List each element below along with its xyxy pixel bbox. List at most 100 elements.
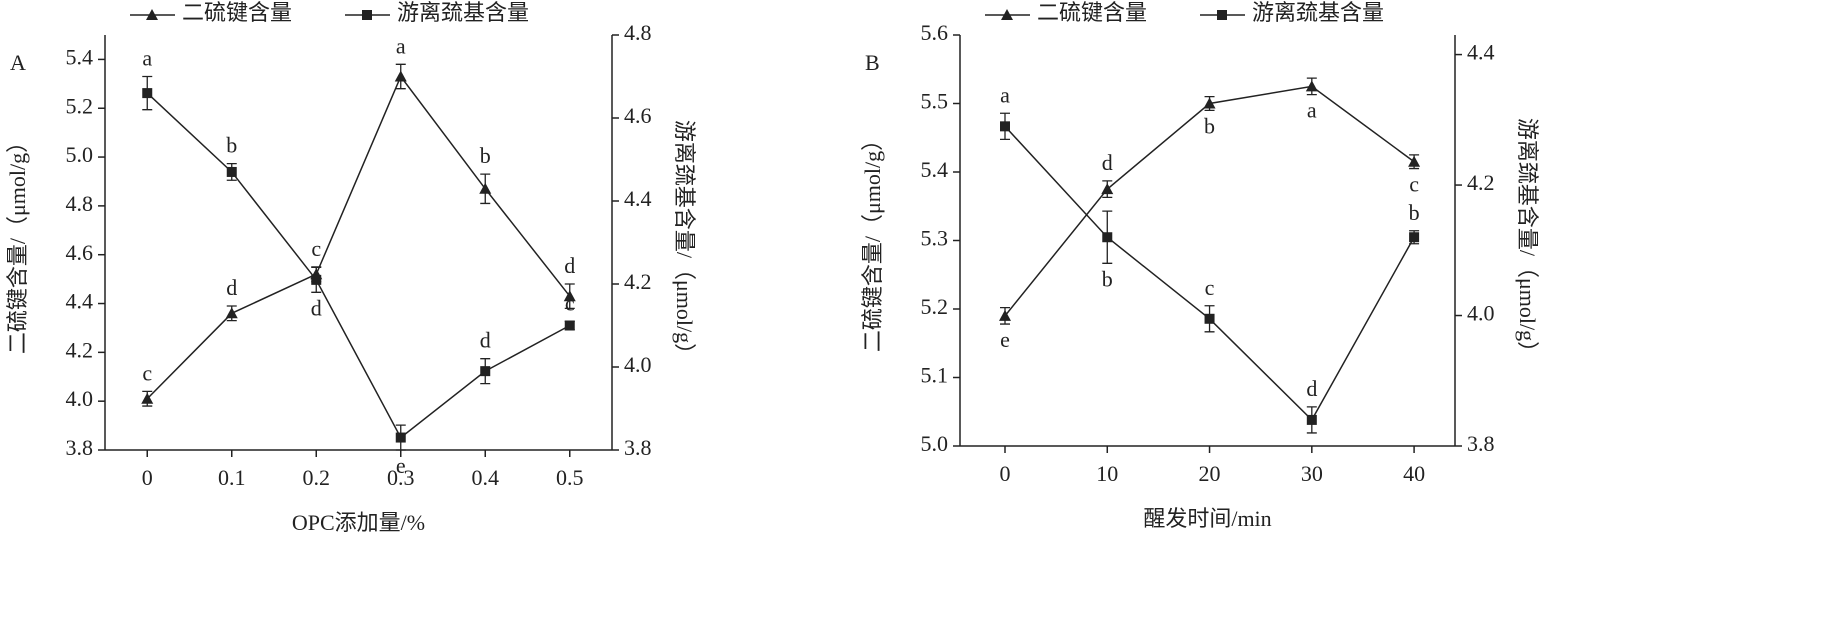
y2-axis-title: 游离巯基含量/（μmol/g） bbox=[1515, 118, 1540, 363]
y-axis-title: 二硫键含量/（μmol/g） bbox=[860, 129, 885, 352]
marker-triangle bbox=[1305, 80, 1318, 92]
significance-letter: b bbox=[480, 143, 491, 168]
significance-letter: d bbox=[480, 328, 491, 353]
marker-square bbox=[311, 274, 322, 285]
legend-marker bbox=[146, 9, 158, 20]
significance-letter: c bbox=[142, 360, 152, 385]
significance-letter: b bbox=[1102, 266, 1113, 291]
marker-square bbox=[1000, 121, 1010, 132]
y-tick-label: 4.8 bbox=[66, 191, 94, 216]
y-tick-label: 5.6 bbox=[921, 20, 949, 45]
y2-tick-label: 3.8 bbox=[624, 435, 652, 460]
y2-axis-title: 游离巯基含量/（μmol/g） bbox=[672, 120, 697, 365]
y-tick-label: 5.2 bbox=[66, 93, 94, 118]
x-tick-label: 0.2 bbox=[303, 465, 331, 490]
y-tick-label: 5.5 bbox=[921, 89, 949, 114]
legend-label: 二硫键含量 bbox=[1037, 0, 1147, 25]
x-axis-title: OPC添加量/% bbox=[292, 510, 425, 535]
marker-triangle bbox=[394, 70, 407, 82]
y-tick-label: 4.6 bbox=[66, 240, 94, 265]
x-tick-label: 0.3 bbox=[387, 465, 415, 490]
legend-label: 游离巯基含量 bbox=[397, 0, 529, 25]
y-tick-label: 5.0 bbox=[66, 142, 94, 167]
y2-tick-label: 4.4 bbox=[1467, 40, 1495, 65]
significance-letter: a bbox=[142, 46, 152, 71]
marker-triangle bbox=[1101, 183, 1114, 195]
significance-letter: e bbox=[1000, 327, 1010, 352]
x-tick-label: 0 bbox=[1000, 461, 1011, 486]
legend-marker bbox=[1001, 9, 1013, 20]
legend-marker bbox=[362, 10, 372, 20]
significance-letter: c bbox=[1409, 172, 1419, 197]
y-tick-label: 5.2 bbox=[921, 294, 949, 319]
legend-marker bbox=[1217, 10, 1227, 20]
significance-letter: c bbox=[565, 290, 575, 315]
significance-letter: a bbox=[396, 33, 406, 58]
y-tick-label: 3.8 bbox=[66, 435, 94, 460]
x-tick-label: 0.5 bbox=[556, 465, 584, 490]
significance-letter: a bbox=[1307, 98, 1317, 123]
y2-tick-label: 4.0 bbox=[624, 352, 652, 377]
marker-square bbox=[1102, 232, 1113, 243]
y-tick-label: 4.0 bbox=[66, 386, 94, 411]
legend-label: 游离巯基含量 bbox=[1252, 0, 1384, 25]
x-tick-label: 0.4 bbox=[472, 465, 500, 490]
x-tick-label: 0.1 bbox=[218, 465, 246, 490]
x-tick-label: 20 bbox=[1199, 461, 1221, 486]
significance-letter: b bbox=[226, 133, 237, 158]
y2-tick-label: 4.0 bbox=[1467, 301, 1495, 326]
significance-letter: b bbox=[1204, 113, 1215, 138]
marker-triangle bbox=[1203, 97, 1216, 109]
y-axis-title: 二硫键含量/（μmol/g） bbox=[5, 131, 30, 354]
significance-letter: c bbox=[1205, 275, 1215, 300]
marker-square bbox=[226, 166, 237, 177]
y2-tick-label: 3.8 bbox=[1467, 431, 1495, 456]
significance-letter: d bbox=[226, 275, 237, 300]
marker-square bbox=[480, 366, 491, 377]
marker-triangle bbox=[563, 290, 576, 302]
marker-triangle bbox=[479, 182, 492, 194]
significance-letter: c bbox=[311, 236, 321, 261]
marker-triangle bbox=[225, 307, 238, 319]
significance-letter: d bbox=[311, 295, 322, 320]
series-line bbox=[146, 75, 571, 400]
y-tick-label: 4.2 bbox=[66, 337, 94, 362]
x-tick-label: 0 bbox=[142, 465, 153, 490]
y-tick-label: 4.4 bbox=[66, 289, 94, 314]
y2-tick-label: 4.4 bbox=[624, 186, 652, 211]
y2-tick-label: 4.2 bbox=[1467, 170, 1495, 195]
x-tick-label: 10 bbox=[1096, 461, 1118, 486]
significance-letter: a bbox=[1000, 82, 1010, 107]
y2-tick-label: 4.8 bbox=[624, 20, 652, 45]
marker-square bbox=[564, 320, 575, 331]
y-tick-label: 5.1 bbox=[921, 363, 949, 388]
x-axis-title: 醒发时间/min bbox=[1143, 506, 1271, 531]
y2-tick-label: 4.2 bbox=[624, 269, 652, 294]
marker-triangle bbox=[999, 309, 1011, 321]
x-tick-label: 30 bbox=[1301, 461, 1323, 486]
y-tick-label: 5.0 bbox=[921, 431, 949, 456]
series-line bbox=[146, 92, 571, 439]
significance-letter: d bbox=[1306, 376, 1317, 401]
panel-label: B bbox=[865, 50, 880, 75]
marker-square bbox=[1204, 313, 1215, 324]
legend-label: 二硫键含量 bbox=[182, 0, 292, 25]
significance-letter: b bbox=[1409, 200, 1420, 225]
marker-triangle bbox=[1408, 155, 1421, 167]
y2-tick-label: 4.6 bbox=[624, 103, 652, 128]
marker-square bbox=[142, 88, 153, 99]
marker-triangle bbox=[141, 392, 154, 404]
panel-label: A bbox=[10, 50, 26, 75]
marker-square bbox=[1306, 414, 1317, 425]
significance-letter: d bbox=[1102, 150, 1113, 175]
y-tick-label: 5.4 bbox=[921, 157, 949, 182]
significance-letter: e bbox=[396, 453, 406, 478]
y-tick-label: 5.4 bbox=[66, 44, 94, 69]
marker-square bbox=[395, 432, 406, 443]
marker-square bbox=[1409, 232, 1420, 243]
x-tick-label: 40 bbox=[1403, 461, 1425, 486]
y-tick-label: 5.3 bbox=[921, 226, 949, 251]
significance-letter: d bbox=[564, 253, 575, 278]
series-line bbox=[1004, 125, 1415, 422]
